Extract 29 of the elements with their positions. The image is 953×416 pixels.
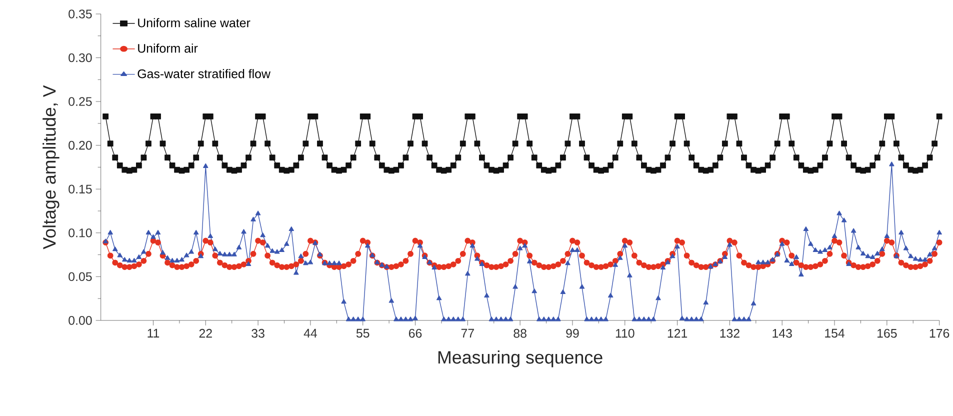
x-axis-title: Measuring sequence <box>438 350 602 368</box>
y-tick-label: 0.10 <box>68 228 92 238</box>
x-tick-label: 44 <box>304 328 317 338</box>
y-tick-label: 0.05 <box>68 272 92 281</box>
x-tick-label: 176 <box>930 328 950 338</box>
y-tick-label: 0.30 <box>68 53 92 62</box>
legend-label: Uniform air <box>138 43 198 53</box>
x-tick-label: 33 <box>252 328 264 338</box>
x-tick-label: 121 <box>668 328 688 338</box>
x-tick-label: 154 <box>825 328 845 338</box>
y-tick-label: 0.00 <box>68 316 92 325</box>
x-tick-label: 77 <box>461 328 474 338</box>
x-tick-label: 165 <box>878 328 897 338</box>
y-axis-title: Voltage amplitude, V <box>42 85 60 250</box>
y-tick-label: 0.20 <box>68 140 92 150</box>
y-tick-label: 0.15 <box>68 184 92 194</box>
x-tick-label: 110 <box>616 328 634 338</box>
y-tick-label: 0.35 <box>68 9 92 18</box>
x-tick-label: 99 <box>566 328 579 338</box>
x-tick-label: 11 <box>148 328 160 338</box>
x-tick-label: 55 <box>356 328 370 338</box>
legend-label: Uniform saline water <box>138 18 250 28</box>
x-tick-label: 88 <box>514 328 526 338</box>
y-tick-label: 0.25 <box>68 97 92 106</box>
legend-label: Gas-water stratified flow <box>138 68 270 78</box>
x-tick-label: 66 <box>408 328 422 338</box>
x-tick-label: 132 <box>720 328 740 338</box>
x-tick-label: 143 <box>772 328 792 338</box>
x-tick-label: 22 <box>199 328 212 338</box>
